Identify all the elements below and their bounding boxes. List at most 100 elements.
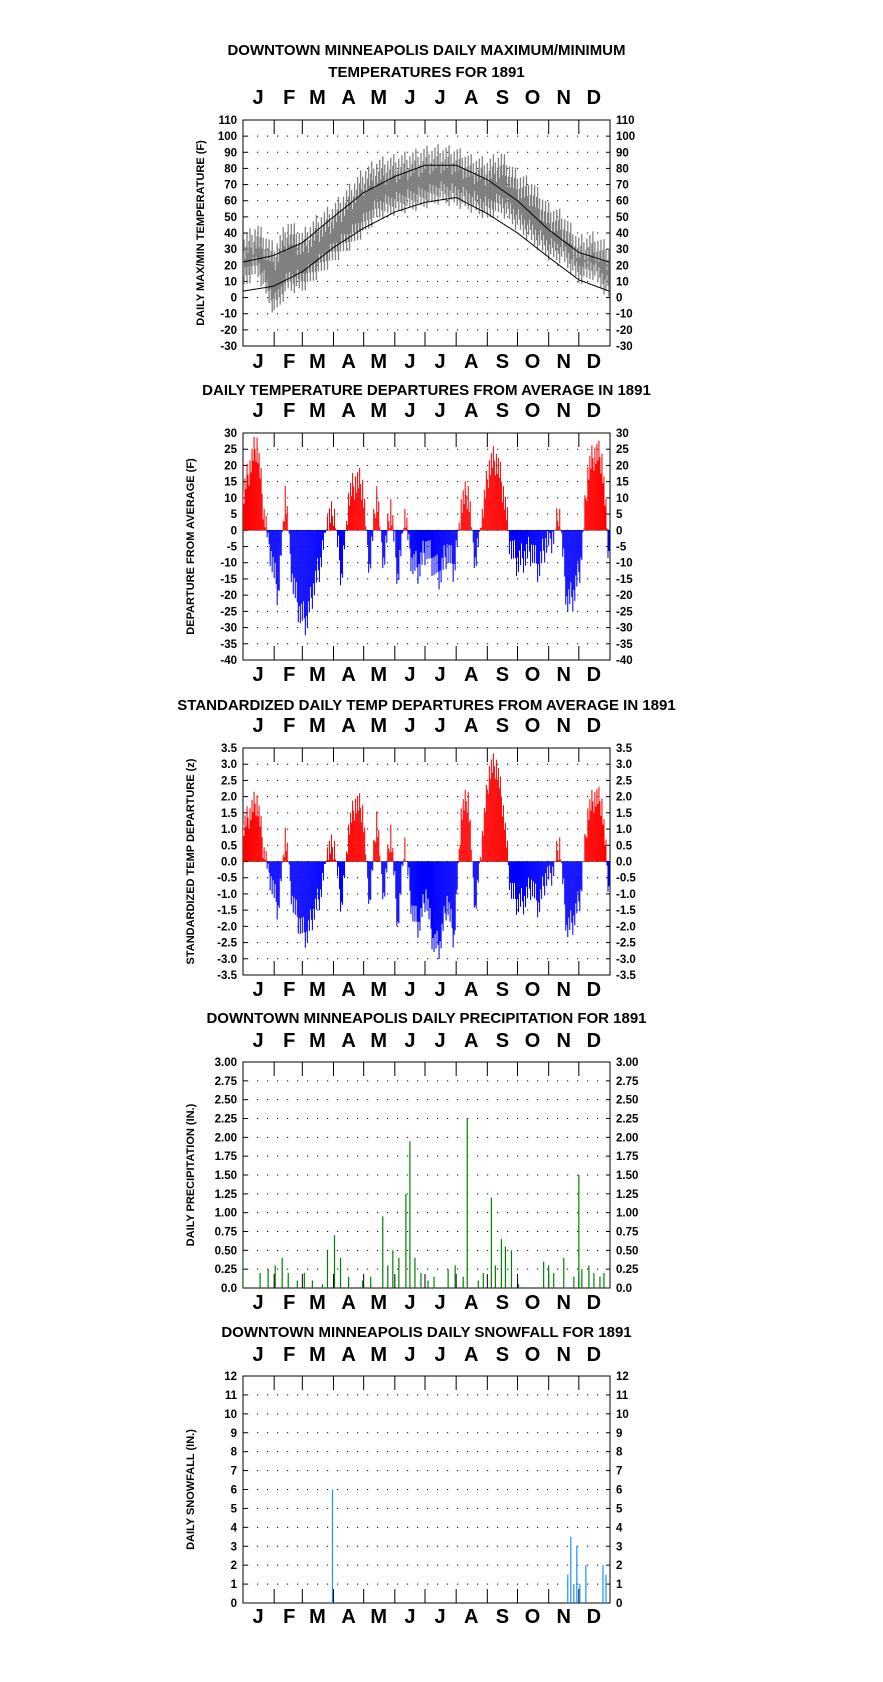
y-tick-label-right: 30 <box>616 428 629 440</box>
y-tick-label-right: -20 <box>616 590 633 602</box>
month-label-bottom: A <box>464 1606 478 1628</box>
month-label-bottom: J <box>253 979 264 1001</box>
month-label-bottom: D <box>587 1292 601 1314</box>
y-tick-label-right: 2 <box>616 1560 622 1572</box>
y-tick-label-left: -40 <box>220 655 237 667</box>
y-tick-label-left: 6 <box>231 1485 237 1497</box>
month-label-top: S <box>496 400 509 422</box>
month-label-top: F <box>283 1344 295 1366</box>
y-tick-label-left: -3.5 <box>217 970 237 982</box>
month-label-bottom: S <box>496 979 509 1001</box>
chart-panel-4: DOWNTOWN MINNEAPOLIS DAILY PRECIPITATION… <box>185 1010 647 1314</box>
y-tick-label-left: 1.50 <box>215 1170 237 1182</box>
month-label-top: N <box>557 87 571 109</box>
y-tick-label-left: 0 <box>231 1598 237 1610</box>
y-tick-label-right: -10 <box>616 309 633 321</box>
month-label-top: O <box>525 715 541 737</box>
month-label-bottom: J <box>404 1292 415 1314</box>
month-label-top: J <box>404 400 415 422</box>
y-tick-label-right: 30 <box>616 244 629 256</box>
y-tick-label-right: 3.00 <box>616 1057 638 1069</box>
month-label-top: A <box>464 400 478 422</box>
month-label-bottom: M <box>309 1292 326 1314</box>
month-label-top: M <box>370 715 387 737</box>
y-tick-label-left: 2.75 <box>215 1076 238 1088</box>
month-label-bottom: M <box>370 351 387 373</box>
month-label-bottom: J <box>253 1606 264 1628</box>
y-tick-label-left: 9 <box>231 1428 237 1440</box>
month-label-bottom: D <box>587 351 601 373</box>
y-tick-label-right: 5 <box>616 509 623 521</box>
month-label-top: M <box>309 87 326 109</box>
y-tick-label-right: -30 <box>616 623 633 635</box>
y-tick-label-left: 2.5 <box>221 775 238 787</box>
y-tick-label-right: 1 <box>616 1579 623 1591</box>
y-tick-label-left: -1.0 <box>217 889 237 901</box>
plot-frame <box>242 1061 611 1289</box>
month-label-bottom: M <box>370 1606 387 1628</box>
month-label-top: N <box>557 715 571 737</box>
month-label-top: N <box>557 1030 571 1052</box>
month-label-bottom: D <box>587 1606 601 1628</box>
month-label-top: J <box>435 1030 446 1052</box>
y-tick-label-left: 0 <box>231 293 237 305</box>
y-tick-label-right: 0.0 <box>616 857 632 869</box>
month-label-top: A <box>464 1030 478 1052</box>
month-label-top: D <box>587 715 601 737</box>
y-tick-label-right: 10 <box>616 1409 629 1421</box>
y-tick-label-right: 0.5 <box>616 840 633 852</box>
month-label-bottom: J <box>404 979 415 1001</box>
month-label-bottom: N <box>557 979 571 1001</box>
month-label-top: O <box>525 1344 541 1366</box>
y-tick-label-right: 10 <box>616 493 629 505</box>
month-label-top: S <box>496 1344 509 1366</box>
y-tick-label-right: -35 <box>616 639 633 651</box>
month-label-top: M <box>309 715 326 737</box>
y-tick-label-left: 10 <box>224 276 237 288</box>
month-label-bottom: N <box>557 664 571 686</box>
month-label-top: F <box>283 1030 295 1052</box>
y-tick-label-left: 2.00 <box>215 1132 237 1144</box>
month-label-top: J <box>404 1344 415 1366</box>
y-tick-label-right: -25 <box>616 606 633 618</box>
month-label-bottom: F <box>283 351 295 373</box>
y-tick-label-left: -10 <box>220 558 237 570</box>
y-tick-label-right: -1.0 <box>616 889 636 901</box>
month-label-top: D <box>587 1030 601 1052</box>
month-label-top: D <box>587 400 601 422</box>
month-label-bottom: O <box>525 979 541 1001</box>
month-label-top: O <box>525 400 541 422</box>
y-tick-label-left: -2.0 <box>217 921 237 933</box>
y-tick-label-right: -30 <box>616 341 633 353</box>
month-label-bottom: J <box>435 1606 446 1628</box>
chart-title: DAILY TEMPERATURE DEPARTURES FROM AVERAG… <box>202 382 651 399</box>
normal-low-line <box>243 196 610 292</box>
y-tick-label-right: 1.0 <box>616 824 632 836</box>
month-label-bottom: A <box>464 664 478 686</box>
y-tick-label-left: 8 <box>231 1447 238 1459</box>
y-tick-label-right: 20 <box>616 260 629 272</box>
y-tick-label-right: 0 <box>616 525 622 537</box>
chart-title: STANDARDIZED DAILY TEMP DEPARTURES FROM … <box>177 697 675 714</box>
month-label-bottom: S <box>496 1292 509 1314</box>
month-label-top: F <box>283 87 295 109</box>
month-label-top: M <box>370 87 387 109</box>
y-tick-label-right: 50 <box>616 212 629 224</box>
y-tick-label-left: -30 <box>220 341 237 353</box>
month-label-top: D <box>587 87 601 109</box>
y-tick-label-left: 10 <box>224 493 237 505</box>
month-label-bottom: S <box>496 1606 509 1628</box>
y-tick-label-right: 7 <box>616 1466 622 1478</box>
y-axis-label: DEPARTURE FROM AVERAGE (F) <box>185 458 197 635</box>
y-tick-label-right: -1.5 <box>616 905 636 917</box>
chart-panel-2: DAILY TEMPERATURE DEPARTURES FROM AVERAG… <box>185 382 651 686</box>
month-label-top: A <box>464 1344 478 1366</box>
month-label-bottom: A <box>464 979 478 1001</box>
month-label-top: J <box>253 400 264 422</box>
month-label-bottom: M <box>309 979 326 1001</box>
month-label-top: S <box>496 87 509 109</box>
y-tick-label-right: -20 <box>616 325 633 337</box>
month-label-top: A <box>464 87 478 109</box>
y-tick-label-left: 5 <box>231 1503 238 1515</box>
